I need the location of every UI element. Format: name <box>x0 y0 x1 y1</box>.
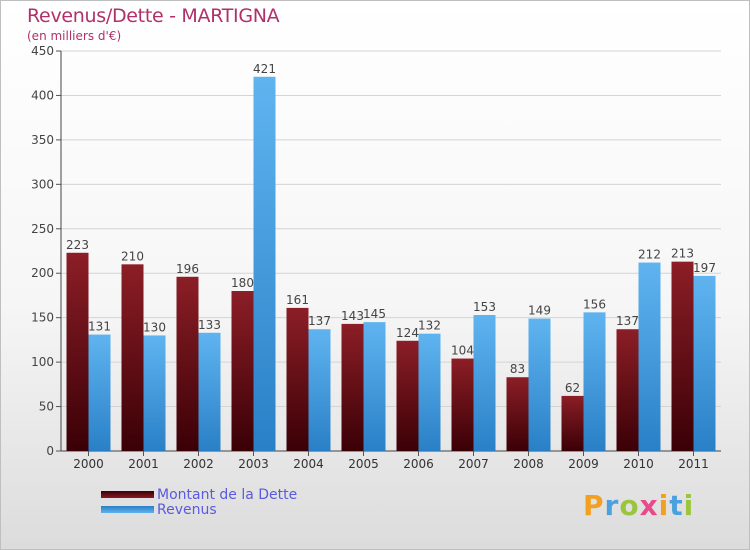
x-tick-label: 2001 <box>128 457 159 471</box>
bar-revenus <box>473 315 496 451</box>
proxiti-logo: Proxiti <box>583 489 694 522</box>
data-label: 149 <box>528 304 551 318</box>
y-tick-label: 300 <box>31 177 54 191</box>
data-label: 210 <box>121 249 144 263</box>
x-tick-label: 2007 <box>458 457 489 471</box>
bar-dette <box>341 323 364 451</box>
legend-item-revenus: Revenus <box>101 501 297 518</box>
bar-dette <box>671 261 694 451</box>
data-label: 145 <box>363 307 386 321</box>
bar-revenus <box>583 312 606 451</box>
data-label: 180 <box>231 276 254 290</box>
data-label: 212 <box>638 248 661 262</box>
y-tick-label: 400 <box>31 88 54 102</box>
bar-dette <box>286 307 309 451</box>
logo-letter: i <box>683 489 695 522</box>
y-tick-label: 100 <box>31 355 54 369</box>
x-tick-label: 2002 <box>183 457 214 471</box>
logo-letter: i <box>658 489 670 522</box>
data-label: 153 <box>473 300 496 314</box>
logo-letter: x <box>639 489 659 522</box>
y-tick-label: 150 <box>31 311 54 325</box>
x-tick-label: 2005 <box>348 457 379 471</box>
bar-revenus <box>528 318 551 451</box>
data-label: 104 <box>451 344 474 358</box>
data-label: 156 <box>583 297 606 311</box>
bar-dette <box>451 358 474 451</box>
data-label: 196 <box>176 262 199 276</box>
data-label: 83 <box>510 362 525 376</box>
legend-swatch-dette <box>101 491 154 498</box>
bar-revenus <box>363 322 386 451</box>
bar-dette <box>66 252 89 451</box>
x-tick-label: 2004 <box>293 457 324 471</box>
y-tick-label: 250 <box>31 222 54 236</box>
x-tick-label: 2003 <box>238 457 269 471</box>
chart-subtitle: (en milliers d'€) <box>27 29 122 43</box>
chart-title: Revenus/Dette - MARTIGNA <box>27 5 280 27</box>
bar-dette <box>616 329 639 451</box>
x-tick-label: 2011 <box>678 457 709 471</box>
data-label: 137 <box>308 314 331 328</box>
x-tick-label: 2006 <box>403 457 434 471</box>
legend-swatch-revenus <box>101 506 154 513</box>
bar-revenus <box>253 76 276 452</box>
legend-item-dette: Montant de la Dette <box>101 486 298 503</box>
data-label: 130 <box>143 320 166 334</box>
bar-dette <box>396 340 419 451</box>
x-tick-label: 2009 <box>568 457 599 471</box>
bar-revenus <box>693 275 716 451</box>
logo-letter: P <box>583 489 605 522</box>
logo-letter: o <box>619 489 640 522</box>
data-label: 62 <box>565 381 580 395</box>
bar-revenus <box>143 335 166 451</box>
data-label: 161 <box>286 293 309 307</box>
x-tick-label: 2010 <box>623 457 654 471</box>
x-tick-label: 2008 <box>513 457 544 471</box>
data-label: 223 <box>66 238 89 252</box>
y-tick-label: 200 <box>31 266 54 280</box>
data-label: 143 <box>341 309 364 323</box>
bar-revenus <box>88 334 111 451</box>
data-label: 124 <box>396 326 419 340</box>
data-label: 213 <box>671 247 694 261</box>
y-tick-label: 50 <box>39 400 54 414</box>
bar-dette <box>121 264 144 451</box>
data-label: 132 <box>418 319 441 333</box>
bar-dette <box>231 291 254 451</box>
legend-label-revenus: Revenus <box>157 501 217 518</box>
data-label: 137 <box>616 314 639 328</box>
legend: Montant de la Dette Revenus <box>101 486 298 518</box>
y-tick-label: 350 <box>31 133 54 147</box>
bar-dette <box>506 377 529 451</box>
bar-revenus <box>308 329 331 451</box>
bar-revenus <box>198 332 221 451</box>
x-tick-label: 2000 <box>73 457 104 471</box>
legend-label-dette: Montant de la Dette <box>157 486 298 503</box>
logo-letter: r <box>604 489 620 522</box>
y-tick-label: 0 <box>46 444 54 458</box>
bar-dette <box>561 395 584 451</box>
bar-revenus <box>418 333 441 451</box>
logo-letter: t <box>669 489 684 522</box>
y-tick-label: 450 <box>31 44 54 58</box>
bar-dette <box>176 276 199 451</box>
data-label: 133 <box>198 318 221 332</box>
data-label: 131 <box>88 320 111 334</box>
data-label: 197 <box>693 261 716 275</box>
data-label: 421 <box>253 62 276 76</box>
bar-revenus <box>638 262 661 451</box>
